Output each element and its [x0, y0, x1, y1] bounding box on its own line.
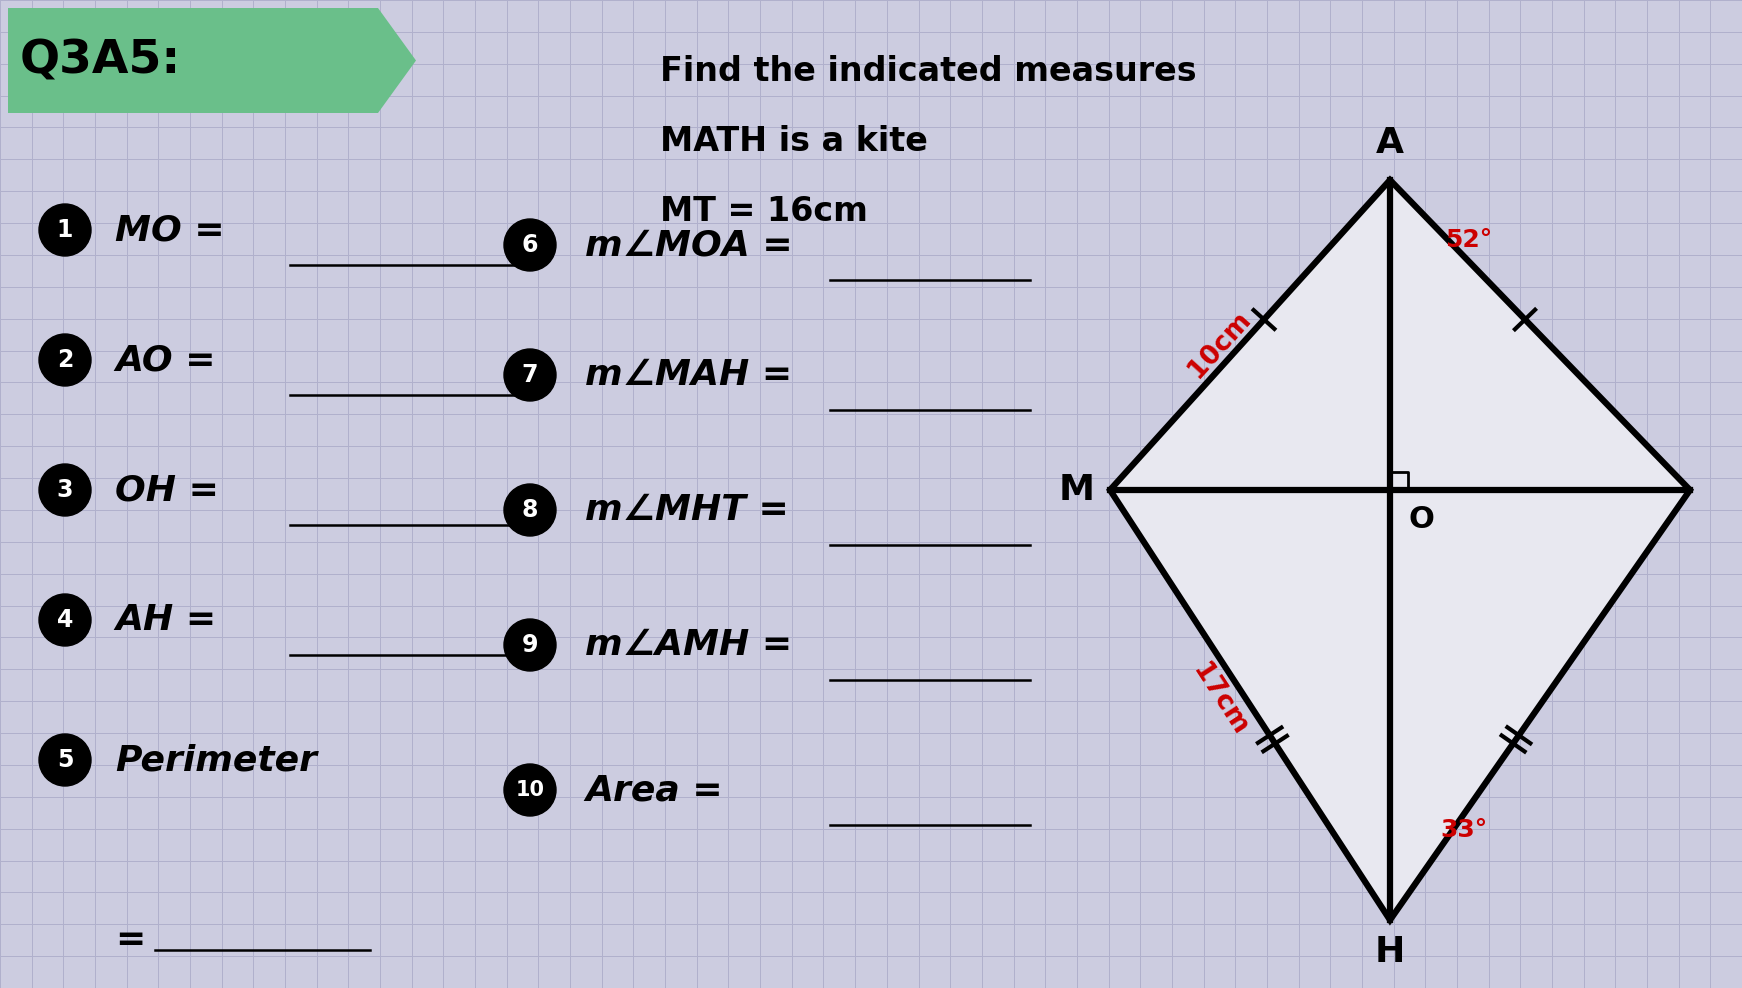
Text: M: M [1059, 473, 1096, 507]
Text: 2: 2 [57, 348, 73, 372]
Circle shape [503, 484, 556, 536]
Text: m∠AMH =: m∠AMH = [585, 628, 793, 662]
Polygon shape [9, 8, 416, 113]
Text: A: A [1376, 126, 1404, 160]
Text: AH =: AH = [115, 603, 216, 637]
Text: MT = 16cm: MT = 16cm [660, 195, 868, 228]
Text: OH =: OH = [115, 473, 219, 507]
Text: H: H [1374, 935, 1406, 969]
Text: MATH is a kite: MATH is a kite [660, 125, 928, 158]
Circle shape [38, 204, 91, 256]
Text: m∠MHT =: m∠MHT = [585, 493, 789, 527]
Circle shape [38, 594, 91, 646]
Text: AO =: AO = [115, 343, 216, 377]
Text: 7: 7 [523, 363, 538, 387]
Text: 33°: 33° [1441, 818, 1488, 842]
Text: m∠MOA =: m∠MOA = [585, 228, 793, 262]
Text: Perimeter: Perimeter [115, 743, 317, 777]
Text: 10: 10 [516, 780, 545, 800]
Text: 4: 4 [57, 608, 73, 632]
Text: 9: 9 [523, 633, 538, 657]
Circle shape [503, 764, 556, 816]
Text: 17cm: 17cm [1188, 659, 1252, 741]
Text: Find the indicated measures: Find the indicated measures [660, 55, 1197, 88]
Text: 6: 6 [523, 233, 538, 257]
Circle shape [503, 219, 556, 271]
Text: MO =: MO = [115, 213, 225, 247]
Text: 10cm: 10cm [1183, 306, 1256, 383]
Circle shape [38, 464, 91, 516]
Text: 3: 3 [57, 478, 73, 502]
Circle shape [38, 334, 91, 386]
Text: =: = [115, 923, 145, 957]
Text: Q3A5:: Q3A5: [19, 38, 181, 83]
Text: Area =: Area = [585, 773, 723, 807]
Text: m∠MAH =: m∠MAH = [585, 358, 793, 392]
Circle shape [503, 619, 556, 671]
Text: 5: 5 [57, 748, 73, 772]
Text: O: O [1408, 505, 1434, 534]
Circle shape [503, 349, 556, 401]
Text: 52°: 52° [1446, 228, 1493, 252]
Polygon shape [1110, 180, 1690, 920]
Text: 1: 1 [57, 218, 73, 242]
Circle shape [38, 734, 91, 786]
Text: 8: 8 [523, 498, 538, 522]
